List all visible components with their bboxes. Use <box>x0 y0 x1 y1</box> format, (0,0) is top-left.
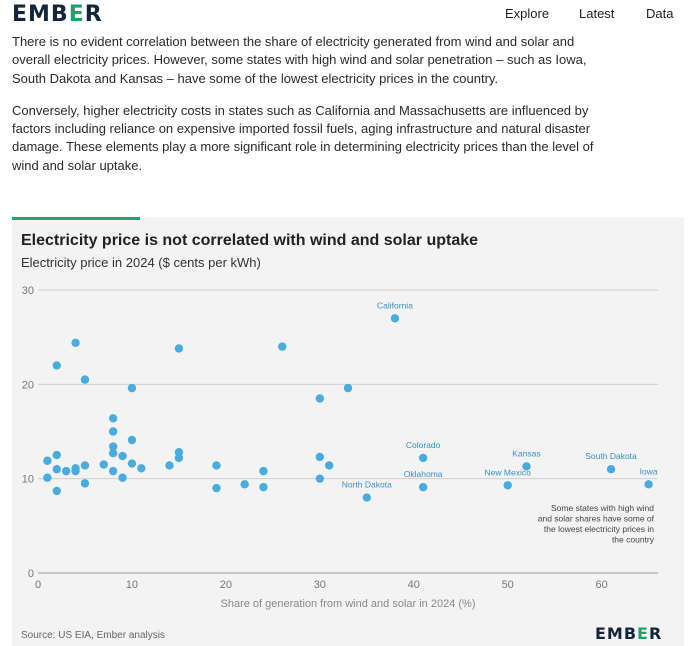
data-point <box>127 383 137 393</box>
article-paragraph-2: Conversely, higher electricity costs in … <box>12 102 594 173</box>
data-point <box>390 314 400 323</box>
data-point <box>127 459 137 468</box>
data-point <box>61 466 71 476</box>
data-point <box>503 481 512 490</box>
data-point <box>522 462 531 471</box>
data-point <box>43 473 52 482</box>
chart-card <box>12 217 684 646</box>
point-label: South Dakota <box>585 451 637 461</box>
chart-subtitle: Electricity price in 2024 ($ cents per k… <box>21 255 261 270</box>
data-point <box>212 483 221 493</box>
data-point <box>71 466 80 476</box>
x-tick-label: 60 <box>596 579 608 591</box>
x-tick-label: 0 <box>35 579 41 591</box>
data-point <box>108 448 118 458</box>
data-point <box>108 466 118 476</box>
chart-accent-line <box>12 217 140 220</box>
point-label: North Dakota <box>342 480 392 490</box>
data-point <box>418 453 428 463</box>
nav-latest-link[interactable]: Latest <box>579 6 615 21</box>
x-tick-label: 20 <box>220 579 232 591</box>
x-tick-label: 10 <box>126 579 138 591</box>
logo-em: EMB <box>12 2 69 27</box>
chart-annotation-line: and solar shares have some of <box>538 514 655 524</box>
data-point <box>52 465 61 474</box>
point-label: Oklahoma <box>404 469 443 479</box>
chart-source: Source: US EIA, Ember analysis <box>21 630 165 641</box>
data-point <box>80 461 90 470</box>
x-tick-label: 50 <box>502 579 514 591</box>
data-point <box>108 442 118 451</box>
data-point <box>137 464 146 473</box>
data-point <box>418 482 428 492</box>
data-point <box>80 375 90 384</box>
footer-logo-r: R <box>648 624 663 643</box>
data-point <box>325 461 334 470</box>
data-point <box>99 460 108 469</box>
data-point <box>606 465 616 474</box>
footer-logo-e-accent: E <box>637 624 649 643</box>
logo-r: R <box>84 2 103 27</box>
data-point <box>315 474 325 483</box>
data-point <box>174 453 184 463</box>
y-tick-label: 10 <box>22 474 34 486</box>
data-point <box>278 342 287 351</box>
data-point <box>315 452 325 462</box>
data-point <box>118 451 127 461</box>
data-point <box>108 414 118 423</box>
logo-e-accent: E <box>68 2 85 27</box>
data-point <box>80 479 90 488</box>
y-tick-label: 0 <box>28 568 34 580</box>
data-point <box>212 461 221 470</box>
chart-title: Electricity price is not correlated with… <box>21 232 479 249</box>
article-paragraph-1: There is no evident correlation between … <box>12 34 587 86</box>
data-point <box>165 461 174 470</box>
data-point <box>43 456 52 465</box>
point-label: Kansas <box>512 448 540 458</box>
data-point <box>259 482 268 492</box>
point-label: New Mexico <box>485 467 532 477</box>
point-label: Iowa <box>640 466 658 476</box>
y-tick-label: 20 <box>22 379 34 391</box>
data-point <box>127 435 137 445</box>
y-tick-label: 30 <box>22 285 34 297</box>
ember-footer-logo: EMBER <box>595 624 662 643</box>
data-point <box>315 394 325 403</box>
data-point <box>362 493 371 502</box>
data-point <box>52 450 61 460</box>
data-point <box>118 473 127 482</box>
x-tick-label: 40 <box>408 579 420 591</box>
x-axis-title: Share of generation from wind and solar … <box>221 598 476 610</box>
data-point <box>240 480 249 489</box>
top-navigation-bar: EMBER Explore Latest Data <box>0 0 690 30</box>
data-point <box>343 383 353 393</box>
chart-annotation-line: the lowest electricity prices in <box>544 524 654 534</box>
article-body: There is no evident correlation between … <box>12 33 602 189</box>
data-point <box>52 361 61 370</box>
nav-explore-link[interactable]: Explore <box>505 6 550 21</box>
data-point <box>52 486 61 496</box>
point-label: Colorado <box>406 440 441 450</box>
chart-annotation-line: Some states with high wind <box>551 503 654 513</box>
chart-annotation-line: the country <box>612 535 655 545</box>
data-point <box>644 480 653 489</box>
footer-logo-em: EMB <box>595 624 638 643</box>
data-point <box>108 427 118 436</box>
point-label: California <box>377 300 413 310</box>
data-point <box>71 338 80 348</box>
data-point <box>259 466 268 476</box>
data-point <box>174 344 184 353</box>
nav-data-link[interactable]: Data <box>646 6 674 21</box>
x-tick-label: 30 <box>314 579 326 591</box>
ember-logo[interactable]: EMBER <box>12 2 103 27</box>
